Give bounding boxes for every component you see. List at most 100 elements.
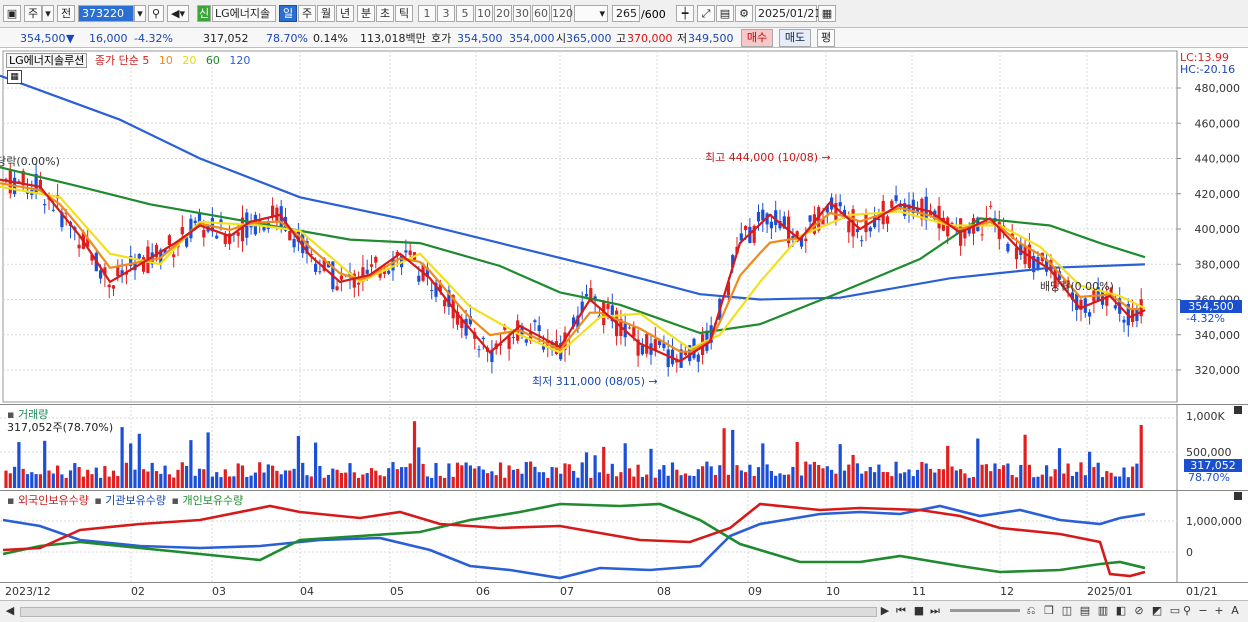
search-icon[interactable]: ⚲ bbox=[1182, 604, 1192, 617]
copy-icon[interactable]: ❐ bbox=[1044, 604, 1054, 617]
count-input[interactable]: 265 bbox=[612, 5, 640, 22]
grid-icon[interactable]: ▦ bbox=[7, 70, 22, 84]
tab-second[interactable]: 초 bbox=[376, 5, 394, 22]
zoom-out-icon[interactable]: − bbox=[1198, 604, 1208, 617]
volume-bar bbox=[292, 468, 296, 488]
price-chart[interactable]: 480,000 460,000 440,000 420,000 400,000 380,0… bbox=[0, 48, 1248, 404]
eval-button[interactable]: 평 bbox=[817, 29, 835, 47]
gear-icon[interactable]: ⚙ bbox=[735, 5, 753, 22]
chevron-down-icon[interactable]: ▾ bbox=[134, 5, 146, 22]
candle-body bbox=[249, 225, 253, 228]
volume-bar bbox=[1036, 476, 1040, 488]
volume-bar bbox=[146, 471, 150, 488]
window-icon[interactable]: ▭ bbox=[1169, 604, 1181, 617]
candle-body bbox=[606, 303, 610, 310]
first-page-icon[interactable]: ⏮ bbox=[896, 604, 906, 617]
calendar-icon[interactable]: ▦ bbox=[818, 5, 836, 22]
volume-bar bbox=[99, 477, 103, 488]
ex-dividend-left: 배당락(0.00%) bbox=[0, 155, 60, 168]
x-label: 11 bbox=[912, 585, 926, 598]
candle-body bbox=[1135, 309, 1139, 322]
tab-tick[interactable]: 틱 bbox=[395, 5, 413, 22]
volume-bar bbox=[692, 476, 696, 488]
date-input[interactable]: 2025/01/21 bbox=[755, 5, 821, 22]
interval-30[interactable]: 30 bbox=[513, 5, 531, 22]
interval-5[interactable]: 5 bbox=[456, 5, 474, 22]
search-icon[interactable]: ⚲ bbox=[148, 5, 164, 22]
interval-1[interactable]: 1 bbox=[418, 5, 436, 22]
candle-body bbox=[752, 225, 756, 243]
horizontal-scrollbar[interactable] bbox=[20, 607, 877, 617]
tab-month[interactable]: 월 bbox=[317, 5, 335, 22]
volume-bar bbox=[520, 473, 524, 488]
candle-body bbox=[236, 232, 240, 236]
tab-year[interactable]: 년 bbox=[336, 5, 354, 22]
volume-bar bbox=[90, 474, 94, 488]
scroll-right-icon[interactable]: ▶ bbox=[880, 604, 890, 617]
interval-3[interactable]: 3 bbox=[437, 5, 455, 22]
zoom-slider[interactable] bbox=[950, 609, 1020, 612]
volume-bar bbox=[890, 476, 894, 488]
volume-bar bbox=[486, 473, 490, 488]
interval-20[interactable]: 20 bbox=[494, 5, 512, 22]
link-icon[interactable]: ⊘ bbox=[1134, 604, 1144, 617]
layout-icon[interactable]: ▤ bbox=[1079, 604, 1091, 617]
prev-button[interactable]: 전 bbox=[57, 5, 75, 22]
interval-60[interactable]: 60 bbox=[532, 5, 550, 22]
volume-bar bbox=[228, 476, 232, 488]
volume-bar bbox=[404, 467, 408, 488]
volume-bar bbox=[206, 432, 210, 488]
zoom-in-icon[interactable]: + bbox=[1214, 604, 1224, 617]
holding-chart[interactable] bbox=[0, 490, 1248, 582]
volume-bar bbox=[649, 448, 653, 488]
candle-body bbox=[34, 173, 38, 194]
chevron-down-icon[interactable]: ▾ bbox=[42, 5, 54, 22]
speaker-icon[interactable]: ◀▾ bbox=[167, 5, 189, 22]
tool-icon[interactable]: ⎌ bbox=[1026, 604, 1036, 617]
indicator-icon[interactable]: ◧ bbox=[1115, 604, 1127, 617]
save-icon[interactable]: ▤ bbox=[716, 5, 734, 22]
volume-bar bbox=[124, 462, 128, 488]
volume-tick-1000k: 1,000K bbox=[1186, 410, 1225, 423]
volume-bar bbox=[38, 474, 42, 488]
tab-week[interactable]: 주 bbox=[298, 5, 316, 22]
window-icon[interactable]: ◫ bbox=[1061, 604, 1073, 617]
layout-icon[interactable]: ▣ bbox=[3, 5, 21, 22]
stop-icon[interactable]: ■ bbox=[913, 604, 925, 617]
split-icon[interactable]: ◩ bbox=[1151, 604, 1163, 617]
indicator-icon[interactable]: ⤢ bbox=[697, 5, 715, 22]
interval-10[interactable]: 10 bbox=[475, 5, 493, 22]
volume-chart[interactable] bbox=[0, 404, 1248, 490]
open-price: 365,000 bbox=[566, 32, 612, 45]
last-page-icon[interactable]: ⏭ bbox=[930, 604, 940, 617]
volume-bar bbox=[550, 467, 554, 488]
candle-icon[interactable]: ┿ bbox=[676, 5, 694, 22]
candle-body bbox=[1105, 293, 1109, 306]
scroll-left-icon[interactable]: ◀ bbox=[5, 604, 15, 617]
stock-code-input[interactable]: 373220 bbox=[78, 5, 134, 22]
period-mode-select[interactable]: 주 bbox=[24, 5, 42, 22]
interval-120[interactable]: 120 bbox=[551, 5, 573, 22]
candle-body bbox=[374, 256, 378, 263]
candle-body bbox=[167, 235, 171, 245]
volume-bar bbox=[971, 476, 976, 488]
volume-bar bbox=[898, 473, 902, 488]
volume-bar bbox=[920, 461, 924, 488]
close-icon[interactable] bbox=[1234, 406, 1242, 414]
sell-button[interactable]: 매도 bbox=[779, 29, 811, 47]
tab-day[interactable]: 일 bbox=[279, 5, 297, 22]
volume-bar bbox=[314, 442, 318, 488]
volume-bar bbox=[8, 473, 12, 488]
custom-interval-select[interactable]: ▾ bbox=[574, 5, 608, 22]
close-icon[interactable] bbox=[1234, 492, 1242, 500]
font-icon[interactable]: A bbox=[1231, 604, 1239, 617]
legend-stock-name[interactable]: LG에너지솔루션 bbox=[6, 53, 88, 68]
buy-button[interactable]: 매수 bbox=[741, 29, 773, 47]
volume-bar bbox=[559, 473, 563, 488]
chart-icon[interactable]: ▥ bbox=[1097, 604, 1109, 617]
tab-minute[interactable]: 분 bbox=[357, 5, 375, 22]
volume-bar bbox=[933, 472, 937, 488]
holding-legend: ▪ 외국인보유수량 ▪ 기관보유수량 ▪ 개인보유수량 bbox=[7, 494, 244, 507]
candle-body bbox=[1057, 271, 1062, 280]
x-label: 05 bbox=[390, 585, 404, 598]
